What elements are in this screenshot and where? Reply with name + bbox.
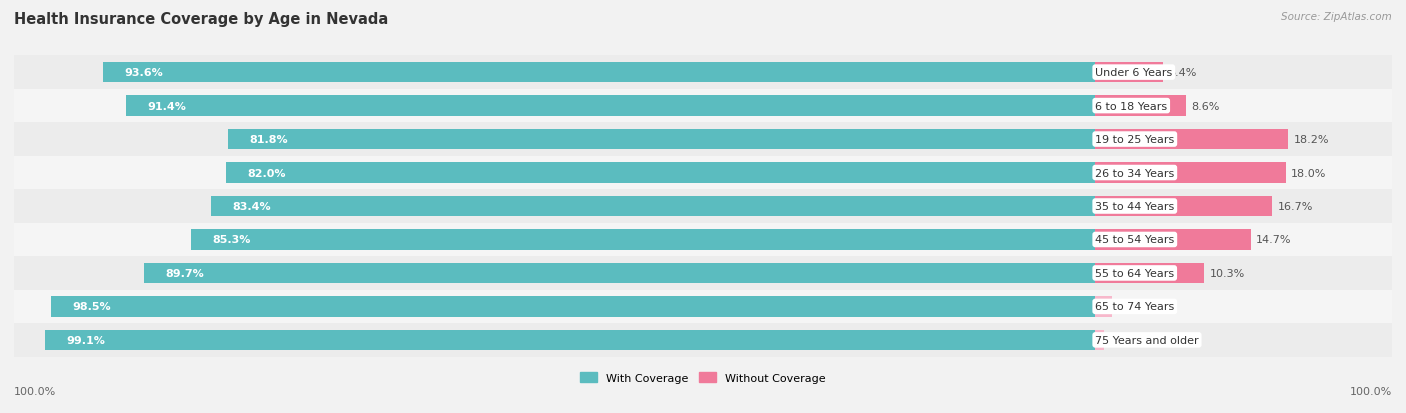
Bar	[14, 123, 1392, 157]
Bar	[211, 196, 1095, 217]
Bar	[14, 90, 1392, 123]
Text: 75 Years and older: 75 Years and older	[1095, 335, 1199, 345]
Text: 100.0%: 100.0%	[14, 387, 56, 396]
Bar	[1095, 263, 1205, 284]
Bar	[127, 96, 1095, 117]
Bar	[103, 63, 1095, 83]
Bar	[14, 256, 1392, 290]
Bar	[226, 163, 1095, 183]
Bar	[51, 296, 1095, 317]
Text: 10.3%: 10.3%	[1209, 268, 1244, 278]
Text: 6.4%: 6.4%	[1168, 68, 1197, 78]
Text: 55 to 64 Years: 55 to 64 Years	[1095, 268, 1174, 278]
Bar	[228, 129, 1095, 150]
Text: 93.6%: 93.6%	[124, 68, 163, 78]
Text: 45 to 54 Years: 45 to 54 Years	[1095, 235, 1174, 245]
Bar	[14, 290, 1392, 323]
Text: 91.4%: 91.4%	[148, 101, 187, 112]
Text: 65 to 74 Years: 65 to 74 Years	[1095, 301, 1174, 312]
Bar	[191, 230, 1095, 250]
Text: Health Insurance Coverage by Age in Nevada: Health Insurance Coverage by Age in Neva…	[14, 12, 388, 27]
Text: 18.0%: 18.0%	[1291, 168, 1327, 178]
Text: 18.2%: 18.2%	[1294, 135, 1329, 145]
Legend: With Coverage, Without Coverage: With Coverage, Without Coverage	[581, 372, 825, 383]
Text: 83.4%: 83.4%	[232, 202, 271, 211]
Text: 81.8%: 81.8%	[249, 135, 288, 145]
Text: 16.7%: 16.7%	[1278, 202, 1313, 211]
Text: 100.0%: 100.0%	[1350, 387, 1392, 396]
Text: 99.1%: 99.1%	[66, 335, 105, 345]
Bar	[1095, 129, 1288, 150]
Text: 14.7%: 14.7%	[1257, 235, 1292, 245]
Bar	[14, 323, 1392, 357]
Text: 8.6%: 8.6%	[1192, 101, 1220, 112]
Text: 1.6%: 1.6%	[1118, 301, 1146, 312]
Text: 85.3%: 85.3%	[212, 235, 250, 245]
Bar	[14, 56, 1392, 90]
Text: 6 to 18 Years: 6 to 18 Years	[1095, 101, 1167, 112]
Bar	[1095, 196, 1272, 217]
Bar	[1095, 63, 1163, 83]
Text: 82.0%: 82.0%	[247, 168, 285, 178]
Bar	[1095, 163, 1286, 183]
Bar	[14, 190, 1392, 223]
Text: 89.7%: 89.7%	[166, 268, 204, 278]
Text: 98.5%: 98.5%	[72, 301, 111, 312]
Text: 19 to 25 Years: 19 to 25 Years	[1095, 135, 1174, 145]
Bar	[14, 223, 1392, 256]
Bar	[1095, 230, 1251, 250]
Bar	[1095, 296, 1112, 317]
Text: 35 to 44 Years: 35 to 44 Years	[1095, 202, 1174, 211]
Bar	[1095, 330, 1104, 350]
Bar	[145, 263, 1095, 284]
Text: 26 to 34 Years: 26 to 34 Years	[1095, 168, 1174, 178]
Bar	[45, 330, 1095, 350]
Bar	[1095, 96, 1187, 117]
Text: Source: ZipAtlas.com: Source: ZipAtlas.com	[1281, 12, 1392, 22]
Bar	[14, 157, 1392, 190]
Text: Under 6 Years: Under 6 Years	[1095, 68, 1173, 78]
Text: 0.87%: 0.87%	[1109, 335, 1144, 345]
